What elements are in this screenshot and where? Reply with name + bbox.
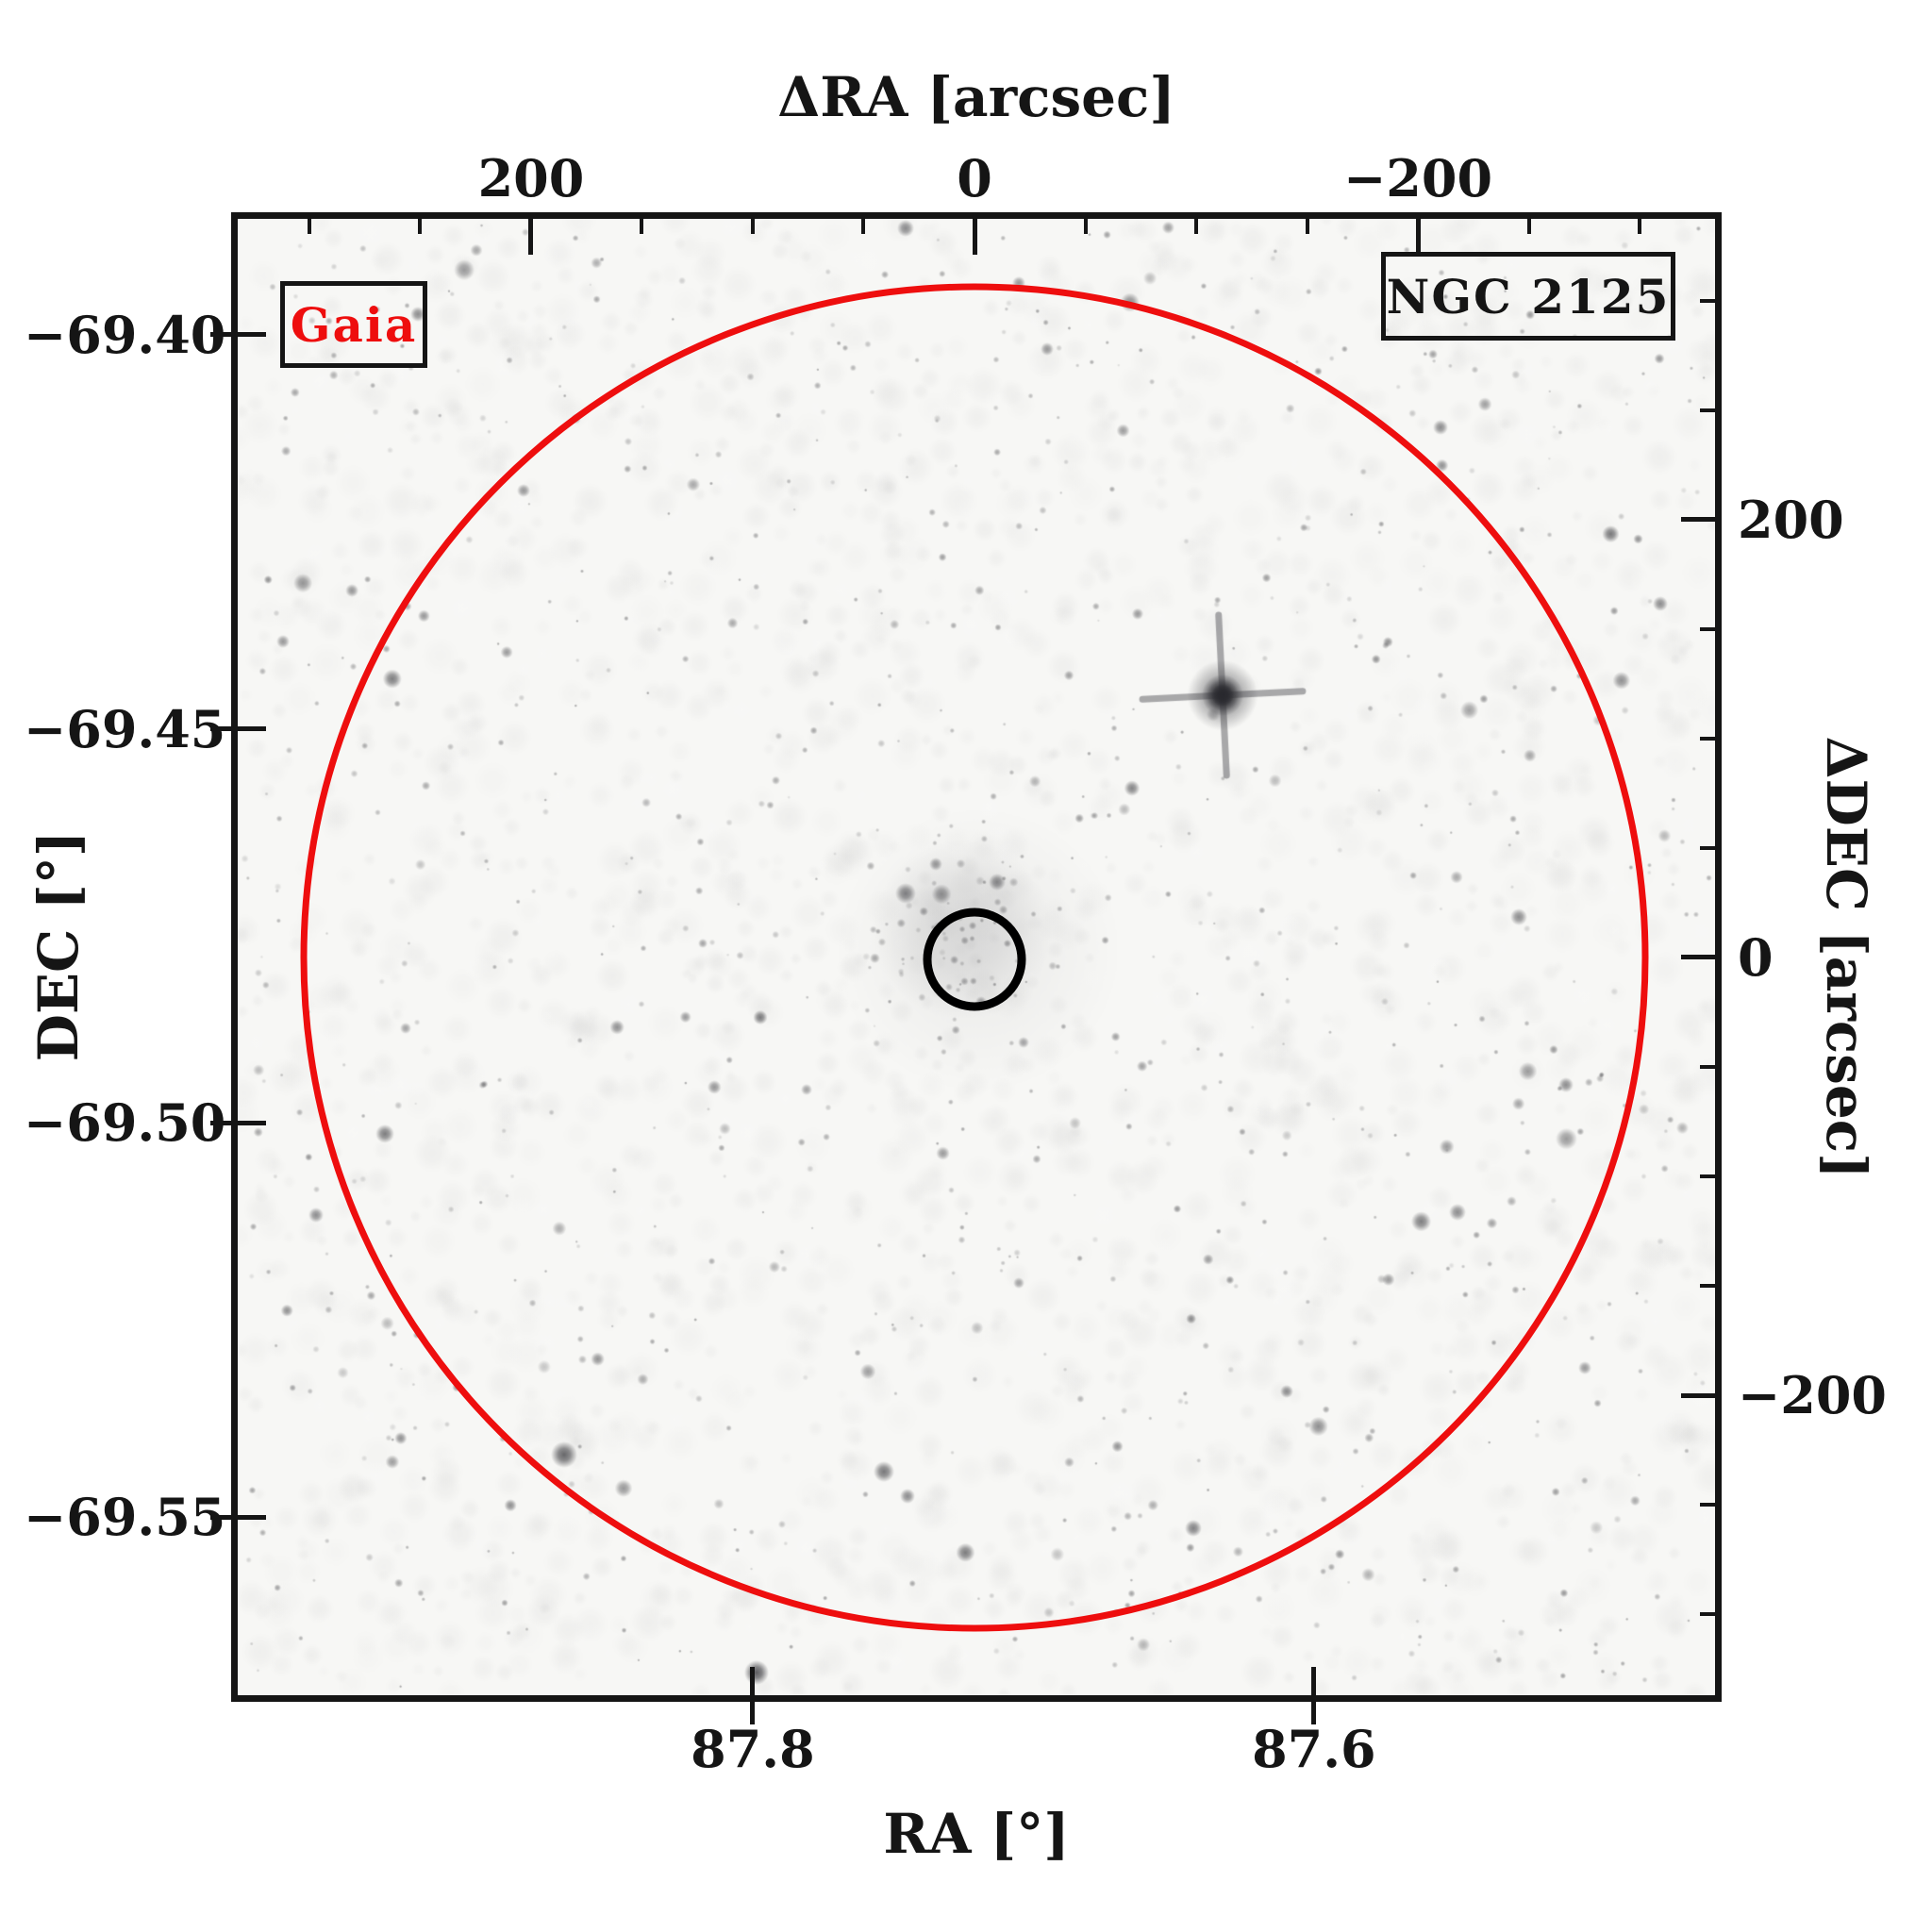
star-field-image — [238, 219, 1715, 1695]
right-minor-tick — [1700, 408, 1715, 412]
bottom-major-tick-outer — [1311, 1702, 1317, 1724]
right-tick-label: 200 — [1738, 489, 1844, 550]
right-major-tick — [1681, 1392, 1715, 1398]
left-major-tick-outer — [210, 1120, 231, 1125]
left-tick-label: −69.50 — [24, 1092, 226, 1154]
object-name-box: NGC 2125 — [1381, 252, 1675, 341]
top-axis-title: ΔRA [arcsec] — [777, 65, 1175, 129]
top-tick-label: −200 — [1343, 148, 1493, 208]
top-minor-tick — [418, 219, 423, 234]
top-minor-tick — [750, 219, 755, 234]
right-minor-tick — [1700, 1612, 1715, 1617]
right-major-tick — [1681, 955, 1715, 960]
right-minor-tick — [1700, 1064, 1715, 1069]
top-tick-label: 0 — [957, 148, 992, 208]
overlay-layer — [300, 283, 1649, 1632]
right-minor-tick — [1700, 298, 1715, 303]
right-minor-tick — [1700, 1174, 1715, 1179]
right-minor-tick — [1700, 1503, 1715, 1507]
right-axis-title: ΔDEC [arcsec] — [1814, 736, 1878, 1179]
top-major-tick — [972, 219, 977, 255]
right-minor-tick — [1700, 845, 1715, 850]
bottom-major-tick-outer — [750, 1702, 756, 1724]
top-minor-tick — [640, 219, 644, 234]
top-minor-tick — [1194, 219, 1199, 234]
left-major-tick — [238, 1120, 266, 1125]
right-tick-label: 0 — [1738, 926, 1774, 988]
left-tick-label: −69.45 — [24, 698, 226, 759]
right-tick-label: −200 — [1738, 1365, 1887, 1426]
top-minor-tick — [861, 219, 866, 234]
left-major-tick-outer — [210, 726, 231, 732]
left-major-tick-outer — [210, 332, 231, 338]
right-minor-tick — [1700, 626, 1715, 631]
top-minor-tick — [1083, 219, 1088, 234]
right-major-tick — [1681, 517, 1715, 523]
survey-label-text: Gaia — [290, 296, 418, 353]
left-tick-label: −69.55 — [24, 1487, 226, 1548]
bottom-major-tick — [1311, 1667, 1317, 1695]
left-major-tick — [238, 726, 266, 732]
left-major-tick — [238, 332, 266, 338]
right-minor-tick — [1700, 736, 1715, 741]
bottom-tick-label: 87.8 — [691, 1719, 815, 1779]
top-major-tick — [1415, 219, 1421, 255]
bottom-major-tick — [750, 1667, 756, 1695]
top-minor-tick — [1305, 219, 1309, 234]
left-major-tick — [238, 1514, 266, 1520]
top-minor-tick — [307, 219, 311, 234]
top-minor-tick — [1638, 219, 1642, 234]
cluster-center-marker-circle — [923, 908, 1026, 1011]
top-major-tick — [528, 219, 534, 255]
bottom-tick-label: 87.6 — [1252, 1719, 1376, 1779]
bottom-axis-title: RA [°] — [883, 1802, 1070, 1866]
left-axis-title: DEC [°] — [26, 830, 91, 1062]
right-minor-tick — [1700, 1284, 1715, 1289]
top-tick-label: 200 — [477, 148, 585, 208]
object-name-text: NGC 2125 — [1386, 268, 1671, 325]
left-major-tick-outer — [210, 1514, 231, 1520]
left-tick-label: −69.40 — [24, 304, 226, 365]
gaia-field-circle — [300, 283, 1649, 1632]
top-minor-tick — [1526, 219, 1531, 234]
survey-label-box: Gaia — [280, 281, 427, 368]
